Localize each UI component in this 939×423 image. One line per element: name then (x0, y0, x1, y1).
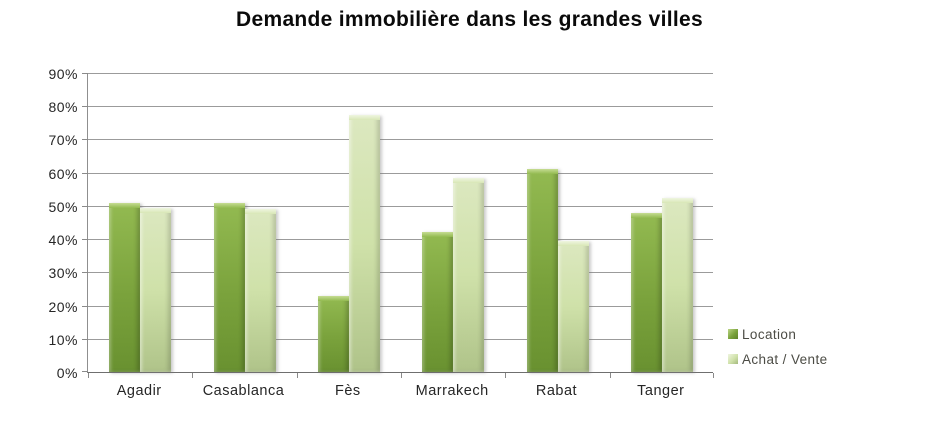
x-category-label-f-s: Fès (334, 383, 361, 399)
x-category-label-agadir: Agadir (116, 383, 162, 399)
legend-label-achat-vente: Achat / Vente (742, 351, 828, 367)
y-axis-tick-40 (82, 239, 88, 241)
bar-location-f-s (317, 295, 349, 372)
y-tick-label-70: 70% (48, 132, 78, 149)
x-axis-tick-2 (297, 373, 298, 378)
gridline-80 (88, 106, 713, 108)
legend-swatch-location-icon (728, 329, 738, 339)
x-axis-labels: Agadir Casablanca Fès Marrakech Rabat Tanger (87, 383, 713, 405)
bar-location-agadir (109, 202, 141, 372)
plot-area (82, 73, 714, 378)
gridline-20 (88, 305, 713, 307)
bar-location-tanger (630, 212, 662, 372)
y-axis-tick-90 (82, 73, 88, 74)
x-axis-tick-0 (88, 373, 89, 378)
y-axis-tick-0 (82, 371, 88, 372)
bar-location-casablanca (213, 202, 245, 372)
bar-achat-vente-tanger (661, 197, 693, 372)
gridline-30 (88, 272, 713, 274)
bar-achat-vente-rabat (557, 240, 589, 372)
y-axis-tick-20 (82, 305, 88, 307)
gridline-70 (88, 139, 713, 141)
bar-achat-vente-agadir (140, 207, 172, 372)
legend-label-location: Location (742, 326, 797, 342)
y-axis-tick-80 (82, 106, 88, 108)
y-axis-labels: 0% 10% 20% 30% 40% 50% 60% 70% 80% 90% (0, 66, 80, 381)
x-axis-tick-4 (505, 373, 506, 378)
y-axis-tick-30 (82, 272, 88, 274)
bar-location-marrakech (422, 232, 454, 372)
y-tick-label-90: 90% (48, 66, 78, 82)
y-tick-label-10: 10% (48, 331, 78, 348)
gridline-10 (88, 338, 713, 340)
y-axis-tick-10 (82, 338, 88, 340)
y-tick-label-50: 50% (48, 198, 78, 215)
x-axis-tick-3 (401, 373, 402, 378)
bar-achat-vente-casablanca (244, 209, 276, 372)
bar-achat-vente-marrakech (453, 177, 485, 372)
bar-achat-vente-f-s (348, 114, 380, 372)
legend-swatch-achat-vente-icon (728, 354, 738, 364)
gridline-90 (88, 73, 713, 74)
x-axis-tick-6 (713, 373, 714, 378)
y-axis-tick-50 (82, 205, 88, 207)
x-category-label-rabat: Rabat (535, 383, 578, 399)
legend-item-location: Location (728, 326, 828, 342)
chart-title: Demande immobilière dans les grandes vil… (236, 8, 703, 31)
legend: Location Achat / Vente (728, 326, 828, 376)
bar-location-rabat (526, 169, 558, 372)
y-axis-tick-70 (82, 139, 88, 141)
y-axis-tick-60 (82, 172, 88, 174)
x-category-label-tanger: Tanger (637, 383, 685, 399)
y-tick-label-30: 30% (48, 265, 78, 282)
x-category-label-marrakech: Marrakech (415, 383, 489, 399)
gridline-50 (88, 205, 713, 207)
gridline-60 (88, 172, 713, 174)
gridline-40 (88, 239, 713, 241)
x-category-label-casablanca: Casablanca (202, 383, 285, 399)
y-tick-label-60: 60% (48, 165, 78, 182)
x-axis-tick-1 (192, 373, 193, 378)
y-tick-label-40: 40% (48, 232, 78, 249)
y-tick-label-80: 80% (48, 99, 78, 116)
legend-item-achat-vente: Achat / Vente (728, 351, 828, 367)
y-tick-label-20: 20% (48, 298, 78, 315)
y-tick-label-0: 0% (56, 365, 78, 381)
x-axis-tick-5 (610, 373, 611, 378)
